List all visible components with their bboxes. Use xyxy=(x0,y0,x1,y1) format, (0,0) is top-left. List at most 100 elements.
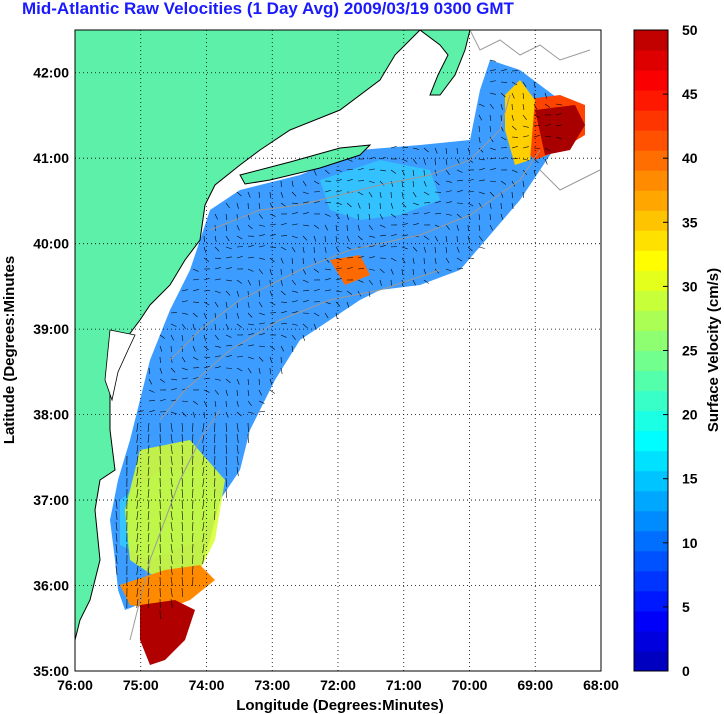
current-vector xyxy=(236,466,239,476)
current-vector xyxy=(522,103,525,110)
current-vector xyxy=(147,598,150,608)
current-vector xyxy=(236,400,239,407)
current-vector xyxy=(236,411,242,417)
current-vector xyxy=(258,191,260,198)
current-vector xyxy=(456,169,463,173)
current-vector xyxy=(202,422,205,432)
current-vector xyxy=(511,191,513,199)
current-vector xyxy=(379,191,382,198)
current-vector xyxy=(280,222,287,226)
current-vector xyxy=(236,323,243,328)
current-vector xyxy=(500,136,507,141)
current-vector xyxy=(269,321,276,325)
current-vector xyxy=(170,356,173,363)
current-vector xyxy=(302,246,305,253)
current-vector xyxy=(214,366,221,369)
bay-water xyxy=(104,329,136,402)
current-vector xyxy=(280,356,282,364)
current-vector xyxy=(313,224,320,229)
colorbar-tick-label: 20 xyxy=(682,407,698,423)
current-vector xyxy=(258,356,264,362)
current-vector xyxy=(390,213,397,218)
current-vector xyxy=(423,191,430,196)
velocity-patch-cyan xyxy=(320,160,440,220)
colorbar-step xyxy=(634,410,668,432)
colorbar-step xyxy=(634,430,668,452)
current-vector xyxy=(225,235,230,242)
current-vector xyxy=(489,59,496,62)
lon-tick-label: 74:00 xyxy=(189,677,225,693)
current-vector xyxy=(147,488,150,498)
current-vector xyxy=(467,202,474,207)
current-vector xyxy=(335,267,342,270)
current-vector xyxy=(258,224,265,227)
current-vector xyxy=(390,169,397,174)
current-vector xyxy=(181,543,184,553)
current-vector xyxy=(390,268,394,275)
current-vector xyxy=(225,455,228,465)
current-vector xyxy=(159,334,166,339)
current-vector xyxy=(500,213,504,220)
map-grid xyxy=(75,30,601,671)
current-vector xyxy=(236,312,240,319)
land-mass xyxy=(75,30,421,641)
current-vector xyxy=(181,532,184,542)
current-vector xyxy=(423,180,427,187)
current-vector xyxy=(258,202,261,209)
current-vector xyxy=(159,398,166,402)
lon-tick-label: 69:00 xyxy=(517,677,553,693)
current-vector xyxy=(203,246,207,253)
current-vector xyxy=(335,246,340,253)
current-vector xyxy=(324,246,327,253)
current-vector xyxy=(313,180,320,185)
current-vector xyxy=(236,235,243,240)
current-vector xyxy=(247,268,254,272)
current-vector xyxy=(555,103,562,106)
current-vector xyxy=(500,180,507,185)
current-vector xyxy=(247,389,250,396)
colorbar-step xyxy=(634,630,668,652)
current-vector xyxy=(368,191,373,198)
current-vector xyxy=(247,323,254,326)
current-vector xyxy=(291,345,294,352)
current-vector xyxy=(236,290,240,297)
current-vector xyxy=(170,378,177,381)
current-vector xyxy=(192,411,196,418)
current-vector xyxy=(181,312,188,315)
current-vector xyxy=(214,378,221,381)
current-vector xyxy=(225,355,232,358)
current-vector xyxy=(181,433,184,443)
current-vector xyxy=(203,334,206,341)
current-vector xyxy=(214,466,216,476)
current-vector xyxy=(313,312,320,317)
current-vector xyxy=(181,422,184,432)
current-vector xyxy=(390,202,394,209)
current-vector xyxy=(489,191,495,197)
current-vector xyxy=(269,345,276,350)
current-vector xyxy=(280,202,287,207)
current-vector xyxy=(136,488,139,498)
current-vector xyxy=(214,235,217,242)
current-vector xyxy=(324,312,329,319)
current-vector xyxy=(346,266,353,270)
current-vector xyxy=(467,235,470,242)
colorbar-step xyxy=(634,530,668,552)
current-vector xyxy=(412,147,419,150)
current-vector xyxy=(147,477,150,487)
current-vector xyxy=(324,268,331,271)
current-vector xyxy=(412,246,418,252)
current-vector xyxy=(214,345,221,348)
current-vector xyxy=(147,532,150,542)
colorbar-tick-label: 30 xyxy=(682,278,698,294)
lat-tick-label: 38:00 xyxy=(33,407,69,423)
current-vector xyxy=(192,400,199,405)
current-vector xyxy=(401,146,408,149)
current-vector xyxy=(335,278,342,281)
current-vector xyxy=(302,212,309,215)
current-vector xyxy=(368,202,371,209)
current-vector xyxy=(236,444,239,454)
current-vector xyxy=(379,279,382,286)
current-vector xyxy=(467,213,471,220)
current-vector xyxy=(136,532,139,542)
current-vector xyxy=(225,246,232,250)
